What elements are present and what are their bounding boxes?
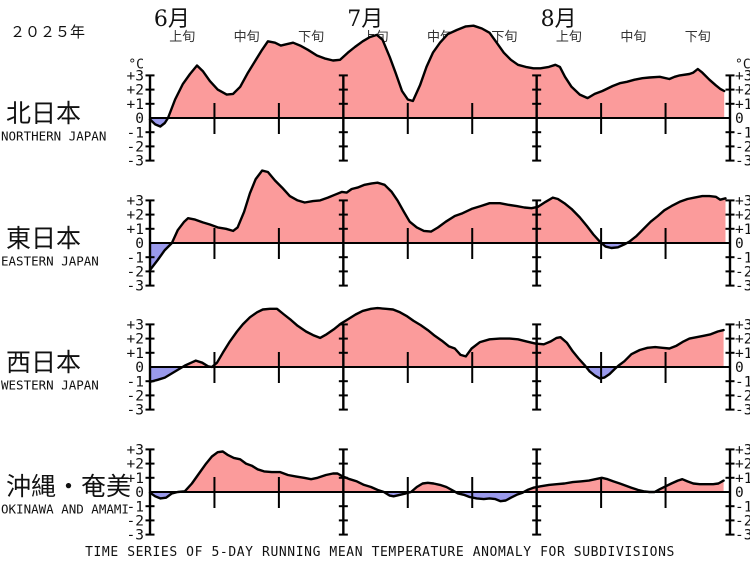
svg-text:+1: +1 <box>735 346 750 362</box>
area-negative <box>150 367 724 382</box>
svg-text:+3: +3 <box>127 68 144 84</box>
region-label-western-japan: 西日本 <box>6 348 82 377</box>
decade-label-0: 上旬 <box>169 30 196 45</box>
decade-label-1: 中旬 <box>233 30 260 45</box>
svg-text:-2: -2 <box>127 388 144 404</box>
panel-okinawa-amami: +3 +3+2 +2+1 +10 0-1 -1-2 -2-3 -3 <box>127 442 750 543</box>
svg-text:-2: -2 <box>735 513 750 529</box>
svg-text:-3: -3 <box>127 154 144 170</box>
svg-text:+1: +1 <box>735 471 750 487</box>
svg-text:+2: +2 <box>127 332 144 348</box>
svg-text:-2: -2 <box>735 264 750 280</box>
svg-text:-1: -1 <box>735 125 750 141</box>
svg-text:+1: +1 <box>127 222 144 238</box>
area-negative <box>150 243 726 270</box>
decade-label-2: 下旬 <box>298 30 325 45</box>
region-sublabel-western-japan: WESTERN JAPAN <box>1 377 99 393</box>
region-sublabel-northern-japan: NORTHERN JAPAN <box>1 128 107 144</box>
panel-western-japan: +3 +3+2 +2+1 +10 0-1 -1-2 -2-3 -3 <box>127 306 750 419</box>
svg-text:+3: +3 <box>735 68 750 84</box>
decade-label-8: 下旬 <box>684 30 711 45</box>
svg-text:-1: -1 <box>735 499 750 515</box>
region-label-eastern-japan: 東日本 <box>6 224 82 253</box>
anomaly-curve <box>148 450 725 503</box>
svg-text:+1: +1 <box>735 222 750 238</box>
svg-text:+2: +2 <box>735 332 750 348</box>
decade-label-7: 中旬 <box>620 30 647 45</box>
region-sublabel-okinawa-amami: OKINAWA AND AMAMI <box>1 501 129 517</box>
year-label: ２０２５年 <box>10 23 86 41</box>
svg-text:-2: -2 <box>127 139 144 155</box>
anomaly-curve <box>148 306 725 384</box>
panel-eastern-japan: +3 +3+2 +2+1 +10 0-1 -1-2 -2-3 -3 <box>127 169 750 295</box>
svg-text:+3: +3 <box>127 193 144 209</box>
svg-text:+1: +1 <box>127 346 144 362</box>
region-label-northern-japan: 北日本 <box>6 99 82 128</box>
svg-text:0: 0 <box>135 111 144 127</box>
area-negative <box>150 492 724 502</box>
area-positive <box>150 170 726 243</box>
region-label-okinawa-amami: 沖縄・奄美 <box>6 472 132 501</box>
svg-text:0: 0 <box>735 485 744 501</box>
svg-text:+3: +3 <box>735 317 750 333</box>
decade-label-4: 中旬 <box>426 30 454 45</box>
svg-text:+3: +3 <box>735 442 750 458</box>
svg-text:-1: -1 <box>735 250 750 266</box>
svg-text:-3: -3 <box>735 154 750 170</box>
svg-text:0: 0 <box>735 360 744 376</box>
svg-text:-1: -1 <box>735 374 750 390</box>
svg-text:+3: +3 <box>735 193 750 209</box>
svg-text:+2: +2 <box>735 83 750 99</box>
svg-text:-1: -1 <box>127 125 144 141</box>
svg-text:-3: -3 <box>127 279 144 295</box>
svg-text:+2: +2 <box>735 457 750 473</box>
svg-text:0: 0 <box>135 485 144 501</box>
area-positive <box>150 451 724 492</box>
area-positive <box>150 308 724 367</box>
svg-text:+2: +2 <box>735 208 750 224</box>
svg-text:+3: +3 <box>127 317 144 333</box>
svg-text:+2: +2 <box>127 83 144 99</box>
svg-text:+2: +2 <box>127 208 144 224</box>
panel-northern-japan: +3 +3+2 +2+1 +10 0-1 -1-2 -2-3 -3°C °C <box>127 24 750 170</box>
region-sublabel-eastern-japan: EASTERN JAPAN <box>1 253 99 269</box>
svg-text:-2: -2 <box>735 388 750 404</box>
decade-label-6: 上旬 <box>555 30 582 45</box>
svg-text:-1: -1 <box>127 250 144 266</box>
svg-text:+1: +1 <box>735 97 750 113</box>
svg-text:-1: -1 <box>127 374 144 390</box>
svg-text:0: 0 <box>735 236 744 252</box>
svg-text:-3: -3 <box>735 279 750 295</box>
svg-text:0: 0 <box>735 111 744 127</box>
svg-text:-3: -3 <box>735 528 750 544</box>
svg-text:-3: -3 <box>127 403 144 419</box>
anomaly-curve <box>148 169 727 272</box>
svg-text:+1: +1 <box>127 97 144 113</box>
decade-label-3: 上旬 <box>362 30 389 45</box>
decade-label-5: 下旬 <box>491 30 518 45</box>
chart-caption: TIME SERIES OF 5-DAY RUNNING MEAN TEMPER… <box>85 545 675 560</box>
svg-text:-2: -2 <box>735 139 750 155</box>
svg-text:-2: -2 <box>127 513 144 529</box>
svg-text:°C: °C <box>128 58 144 73</box>
svg-text:0: 0 <box>135 360 144 376</box>
svg-text:-3: -3 <box>735 403 750 419</box>
svg-text:-2: -2 <box>127 264 144 280</box>
svg-text:0: 0 <box>135 236 144 252</box>
svg-text:-3: -3 <box>127 528 144 544</box>
svg-text:°C: °C <box>735 58 750 73</box>
svg-text:+3: +3 <box>127 442 144 458</box>
